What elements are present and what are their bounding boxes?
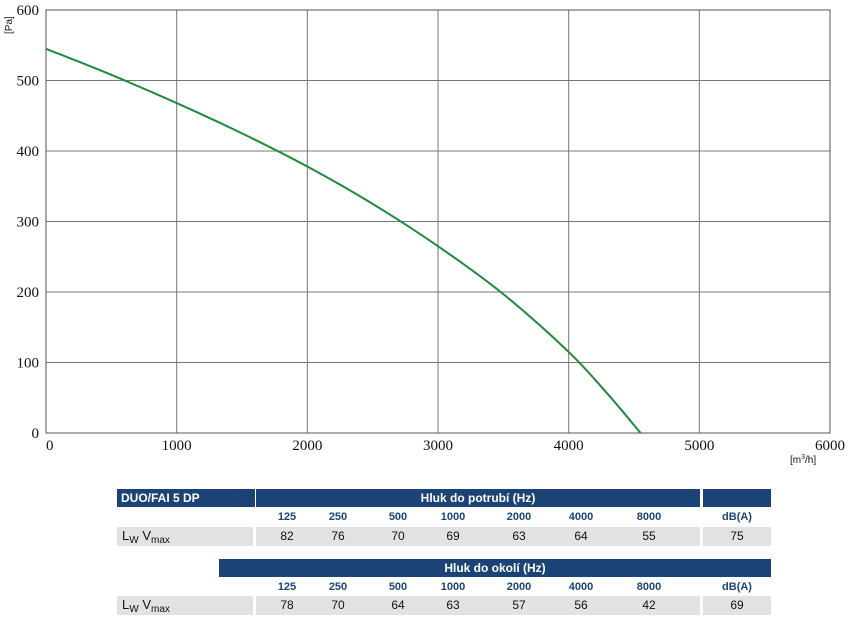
frequency-header: 8000 [636,511,662,523]
x-tick-label: 2000 [292,438,322,454]
duct-row-dba-bg [703,527,771,546]
x-tick-labels: 0 1000 2000 3000 4000 5000 6000 [46,438,845,454]
surround-dba-value: 69 [730,598,744,612]
y-tick-label: 100 [17,356,40,372]
fan-curve-chart: 0 100 200 300 400 500 600 0 1000 2000 3000 4000 500… [4,3,845,466]
x-tick-label: 0 [46,438,54,454]
surround-value-cell: 57 [512,598,526,612]
y-tick-label: 400 [17,144,40,160]
surround-value-cell: 64 [391,598,405,612]
frequency-header: 500 [388,581,408,593]
duct-value-cell: 69 [446,529,460,543]
surround-value-cell: 42 [642,598,656,612]
duct-value-cell: 64 [574,529,588,543]
surround-value-cell: 70 [331,598,345,612]
y-tick-label: 300 [17,215,40,231]
y-tick-label: 0 [32,426,40,442]
surround-dba-header: dB(A) [722,581,752,593]
frequency-header: 250 [328,581,348,593]
frequency-header: 2000 [506,581,532,593]
x-tick-label: 3000 [423,438,453,454]
duct-row-values-bg [256,527,700,546]
duct-value-cell: 70 [391,529,405,543]
y-tick-labels: 0 100 200 300 400 500 600 [17,3,40,442]
frequency-header: 2000 [506,511,532,523]
chart-grid [45,9,831,434]
duct-dba-header: dB(A) [722,511,752,523]
duct-noise-header: Hluk do potrubí (Hz) [256,489,700,507]
x-tick-label: 4000 [554,438,584,454]
frequency-header: 1000 [440,581,466,593]
y-tick-label: 600 [17,3,40,19]
surround-noise-header: Hluk do okolí (Hz) [219,559,771,577]
x-tick-label: 5000 [684,438,714,454]
surround-value-cell: 56 [574,598,588,612]
frequency-header: 8000 [636,581,662,593]
frequency-header: 125 [277,511,297,523]
x-tick-label: 1000 [162,438,192,454]
y-axis-label: [Pa] [4,16,15,34]
surround-row-values-bg [256,596,700,615]
surround-row-label-bg [117,596,253,615]
duct-dba-value: 75 [730,529,744,543]
duct-dba-header-bar [703,489,771,507]
duct-row-label: LW Vmax [122,528,170,546]
y-tick-label: 500 [17,74,40,90]
x-tick-label: 6000 [815,438,845,454]
duct-value-cell: 76 [331,529,345,543]
duct-value-cell: 63 [512,529,526,543]
frequency-header: 4000 [568,511,594,523]
duct-value-cell: 82 [280,529,294,543]
frequency-header: 4000 [568,581,594,593]
frequency-header: 125 [277,581,297,593]
x-axis-label: [m3/h] [790,454,816,466]
pressure-curve [45,47,642,434]
surround-value-cell: 63 [446,598,460,612]
surround-row-label: LW Vmax [122,597,170,615]
model-header: DUO/FAI 5 DP [117,489,255,507]
y-tick-label: 200 [17,285,40,301]
duct-value-cell: 55 [642,529,656,543]
frequency-header: 500 [388,511,408,523]
frequency-header: 1000 [440,511,466,523]
plot-frame [45,9,831,434]
surround-value-cell: 78 [280,598,294,612]
frequency-header: 250 [328,511,348,523]
surround-row-dba-bg [703,596,771,615]
duct-row-label-bg [117,527,253,546]
